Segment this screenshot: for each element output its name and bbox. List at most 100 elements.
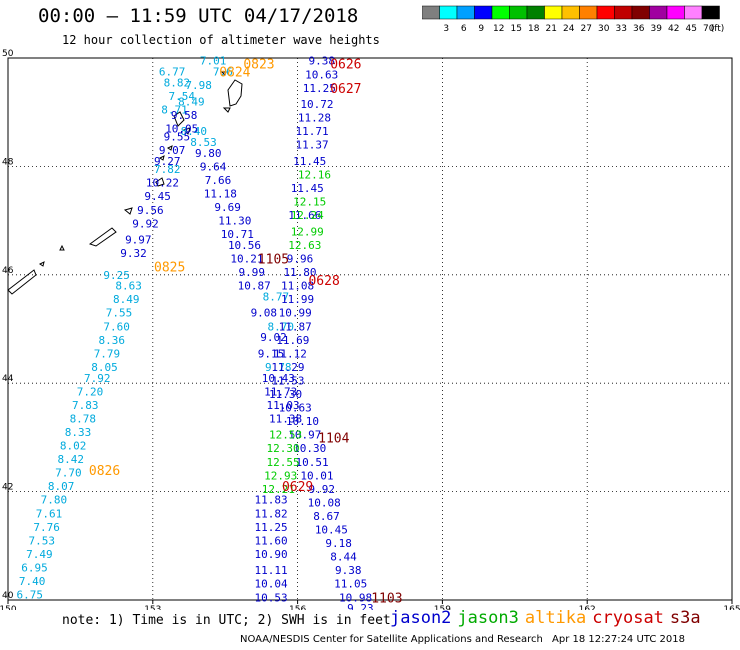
jason2-value: 10.22 bbox=[146, 177, 179, 190]
jason2-value: 11.11 bbox=[254, 564, 287, 577]
altika-value: 8.40 bbox=[181, 125, 208, 138]
jason2-value: 10.87 bbox=[238, 280, 271, 293]
x-tick-label: 165 bbox=[723, 605, 740, 610]
legend-item-s3a: s3a bbox=[669, 608, 701, 628]
jason2-value: 11.69 bbox=[276, 334, 309, 347]
pass-time-label: 0823 bbox=[243, 57, 274, 72]
jason2-value: 11.12 bbox=[274, 347, 307, 360]
altika-value: 7.92 bbox=[84, 372, 111, 385]
jason2-value: 10.51 bbox=[296, 456, 329, 469]
altika-value: 7.53 bbox=[29, 534, 56, 547]
jason2-value: 11.87 bbox=[279, 320, 312, 333]
jason2-value: 7.66 bbox=[205, 174, 232, 187]
jason2-value: 9.99 bbox=[238, 266, 265, 279]
altika-value: 7.60 bbox=[103, 320, 130, 333]
y-tick-label: 50 bbox=[2, 49, 14, 59]
jason2-value: 10.63 bbox=[279, 402, 312, 415]
lat-lon-grid bbox=[8, 58, 732, 600]
colorbar-label: 36 bbox=[633, 24, 645, 34]
jason2-value: 11.83 bbox=[254, 494, 287, 507]
colorbar-unit: (ft) bbox=[711, 24, 725, 34]
colorbar: 3 6 9 12 15 18 21 24 27 30 33 36 39 42 45 70(ft) bbox=[422, 5, 725, 34]
altika-value: 8.33 bbox=[65, 426, 92, 439]
jason2-value: 11.05 bbox=[334, 578, 367, 591]
jason2-value: 9.55 bbox=[164, 131, 191, 144]
colorbar-label: 21 bbox=[546, 24, 557, 34]
jason3-value: 12.15 bbox=[293, 196, 326, 209]
altika-value: 6.77 bbox=[159, 66, 186, 79]
jason3-value: 12.16 bbox=[298, 169, 331, 182]
jason2-value: 11.18 bbox=[204, 188, 237, 201]
jason2-value: 10.04 bbox=[254, 578, 287, 591]
altika-value: 8.63 bbox=[115, 280, 142, 293]
plot-frame bbox=[7, 57, 733, 601]
jason2-value: 10.98 bbox=[339, 591, 372, 604]
jason2-value: 11.08 bbox=[281, 280, 314, 293]
jason2-value: 11.82 bbox=[254, 507, 287, 520]
jason2-value: 11.53 bbox=[271, 374, 304, 387]
jason2-value: 8.67 bbox=[313, 510, 340, 523]
altika-value: 7.55 bbox=[106, 307, 133, 320]
altika-value: 9.25 bbox=[103, 269, 130, 282]
pass-time-label: 0825 bbox=[154, 261, 185, 276]
jason2-value: 9.97 bbox=[125, 234, 152, 247]
jason2-value: 11.38 bbox=[269, 412, 302, 425]
altika-value: 8.53 bbox=[190, 136, 217, 149]
colorbar-label: 18 bbox=[528, 24, 540, 34]
jason2-value: 9.38 bbox=[335, 564, 362, 577]
altika-value: 8.49 bbox=[113, 293, 140, 306]
legend-item-cryosat: cryosat bbox=[592, 608, 664, 628]
jason2-value: 11.60 bbox=[254, 534, 287, 547]
jason2-value: 11.66 bbox=[288, 209, 321, 222]
jason2-value: 10.97 bbox=[288, 429, 321, 442]
jason2-value: 10.43 bbox=[262, 372, 295, 385]
altika-value: 6.75 bbox=[16, 589, 43, 602]
colorbar-swatch bbox=[701, 5, 720, 20]
wave-height-values: 7.016.77 7.68.827.987.548.498.718.408.537… bbox=[16, 55, 373, 610]
jason3-value: 12.21 bbox=[262, 483, 295, 496]
jason3-value: 12.93 bbox=[264, 469, 297, 482]
pass-time-label: 1103 bbox=[371, 591, 402, 606]
jason2-value: 8.44 bbox=[330, 551, 357, 564]
altika-value: 7.61 bbox=[36, 507, 63, 520]
altika-value: 8.02 bbox=[60, 440, 87, 453]
x-tick-label: 150 bbox=[0, 605, 17, 610]
pass-time-label: 0627 bbox=[330, 82, 361, 97]
jason2-value: 10.56 bbox=[228, 239, 261, 252]
altika-value: 8.78 bbox=[70, 412, 97, 425]
colorbar-label: 45 bbox=[686, 24, 697, 34]
jason2-value: 10.05 bbox=[165, 122, 198, 135]
colorbar-label: 15 bbox=[511, 24, 522, 34]
jason2-value: 9.56 bbox=[137, 204, 164, 217]
jason2-value: 11.30 bbox=[269, 388, 302, 401]
pass-time-label: 0628 bbox=[308, 274, 339, 289]
pass-time-label: 1105 bbox=[258, 253, 289, 268]
altika-value: 7.49 bbox=[26, 548, 53, 561]
footer-credit: NOAA/NESDIS Center for Satellite Applica… bbox=[240, 634, 543, 645]
colorbar-label: 30 bbox=[598, 24, 610, 34]
pass-time-label: 0626 bbox=[330, 57, 361, 72]
colorbar-label: 12 bbox=[493, 24, 504, 34]
jason2-value: 11.80 bbox=[283, 266, 316, 279]
altika-value: 8.36 bbox=[99, 334, 126, 347]
legend-item-jason2: jason2 bbox=[390, 608, 452, 628]
colorbar-label: 9 bbox=[478, 24, 484, 34]
x-tick-label: 159 bbox=[434, 605, 451, 610]
jason3-value: 12.63 bbox=[288, 239, 321, 252]
altika-value: 7.82 bbox=[154, 163, 181, 176]
jason2-value: 11.73 bbox=[264, 385, 297, 398]
jason2-value: 10.90 bbox=[254, 548, 287, 561]
jason2-value: 11.71 bbox=[296, 125, 329, 138]
altika-value: 7.54 bbox=[169, 90, 196, 103]
jason2-value: 11.99 bbox=[281, 293, 314, 306]
altika-value: 7.70 bbox=[55, 467, 82, 480]
jason2-value: 9.80 bbox=[195, 147, 222, 160]
jason2-value: 9.92 bbox=[132, 217, 159, 230]
altika-value: 6.95 bbox=[21, 561, 48, 574]
jason2-value: 9.96 bbox=[287, 253, 314, 266]
x-tick-label: 162 bbox=[579, 605, 596, 610]
pass-time-label: 1104 bbox=[318, 431, 349, 446]
jason2-value: 10.99 bbox=[279, 307, 312, 320]
